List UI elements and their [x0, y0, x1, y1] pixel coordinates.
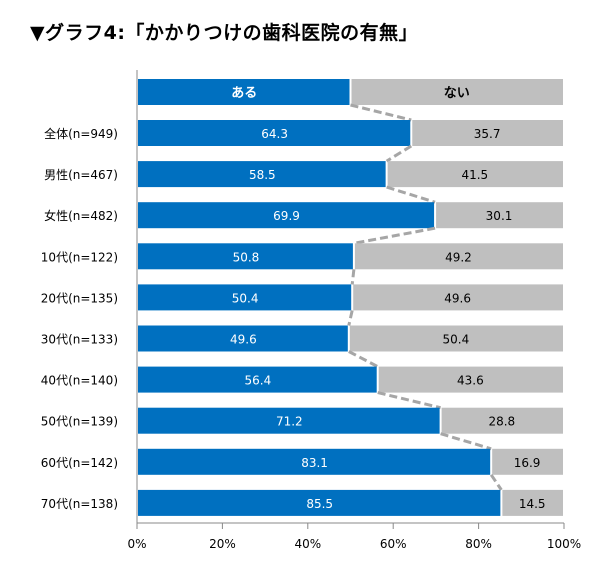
- bar-yes: [138, 325, 348, 352]
- connector-line: [440, 432, 492, 451]
- bar-no: [502, 489, 563, 516]
- bar-yes: [138, 120, 411, 146]
- data-label-yes: 85.5: [306, 497, 333, 511]
- data-label-yes: 50.8: [233, 250, 260, 264]
- data-label-no: 30.1: [486, 209, 513, 223]
- x-tick-label: 40%: [294, 537, 321, 551]
- data-label-no: 28.8: [488, 415, 515, 429]
- data-label-yes: 83.1: [301, 456, 328, 470]
- bar-no: [436, 202, 563, 229]
- bar-yes: [138, 202, 435, 229]
- data-label-yes: 58.5: [249, 168, 276, 182]
- data-label-no: 14.5: [519, 497, 546, 511]
- bar-no: [354, 243, 563, 270]
- category-label: 20代(n=135): [41, 291, 118, 305]
- category-label: 50代(n=139): [41, 415, 118, 429]
- connector-line: [347, 310, 354, 326]
- category-label: 40代(n=140): [41, 374, 118, 388]
- bar-yes: [138, 489, 501, 516]
- bar-yes: [138, 243, 353, 270]
- connector-line: [353, 226, 436, 245]
- category-label: 30代(n=133): [41, 333, 118, 347]
- bar-yes: [138, 161, 386, 188]
- connector-line: [489, 473, 503, 491]
- data-label-yes: 56.4: [244, 374, 271, 388]
- x-tick-label: 100%: [547, 537, 581, 551]
- data-label-yes: 69.9: [273, 209, 300, 223]
- chart-title: ▼グラフ4:「かかりつけの歯科医院の有無」: [30, 22, 419, 44]
- bar-no: [387, 161, 563, 188]
- category-label: 女性(n=482): [44, 208, 118, 223]
- bar-no: [492, 448, 563, 475]
- category-label: 男性(n=467): [44, 168, 118, 182]
- x-tick-label: 20%: [209, 537, 236, 551]
- category-label: 60代(n=142): [41, 456, 118, 470]
- legend-bar-yes: [138, 79, 350, 105]
- data-label-no: 41.5: [461, 168, 488, 182]
- category-label: 70代(n=138): [41, 497, 118, 511]
- legend-label-yes: ある: [231, 86, 257, 101]
- bar-yes: [138, 284, 352, 311]
- x-tick-label: 0%: [127, 537, 146, 551]
- category-label: 10代(n=122): [41, 250, 118, 264]
- connector-line: [348, 350, 379, 368]
- data-label-no: 50.4: [443, 333, 470, 347]
- data-label-yes: 50.4: [232, 291, 259, 305]
- bar-no: [378, 366, 563, 393]
- data-label-no: 35.7: [474, 127, 501, 141]
- data-label-no: 43.6: [457, 374, 484, 388]
- category-label: 全体(n=949): [44, 126, 118, 141]
- x-tick-label: 80%: [465, 537, 492, 551]
- connector-line: [350, 269, 356, 285]
- bar-no: [441, 407, 563, 434]
- data-label-no: 49.2: [445, 250, 472, 264]
- data-label-no: 16.9: [514, 456, 541, 470]
- bar-yes: [138, 366, 377, 393]
- bar-no: [349, 325, 563, 352]
- legend-bar-no: [351, 79, 563, 105]
- data-label-no: 49.6: [444, 291, 471, 305]
- bar-yes: [138, 448, 491, 475]
- bar-no: [412, 120, 563, 146]
- connector-line: [350, 103, 412, 122]
- connector-line: [386, 185, 436, 204]
- data-label-yes: 49.6: [230, 333, 257, 347]
- data-label-yes: 64.3: [261, 127, 288, 141]
- connector-line: [377, 391, 441, 410]
- legend-label-no: ない: [444, 86, 470, 101]
- connector-line: [385, 144, 413, 163]
- bar-yes: [138, 407, 440, 434]
- data-label-yes: 71.2: [276, 415, 303, 429]
- x-tick-label: 60%: [380, 537, 407, 551]
- bar-no: [353, 284, 563, 311]
